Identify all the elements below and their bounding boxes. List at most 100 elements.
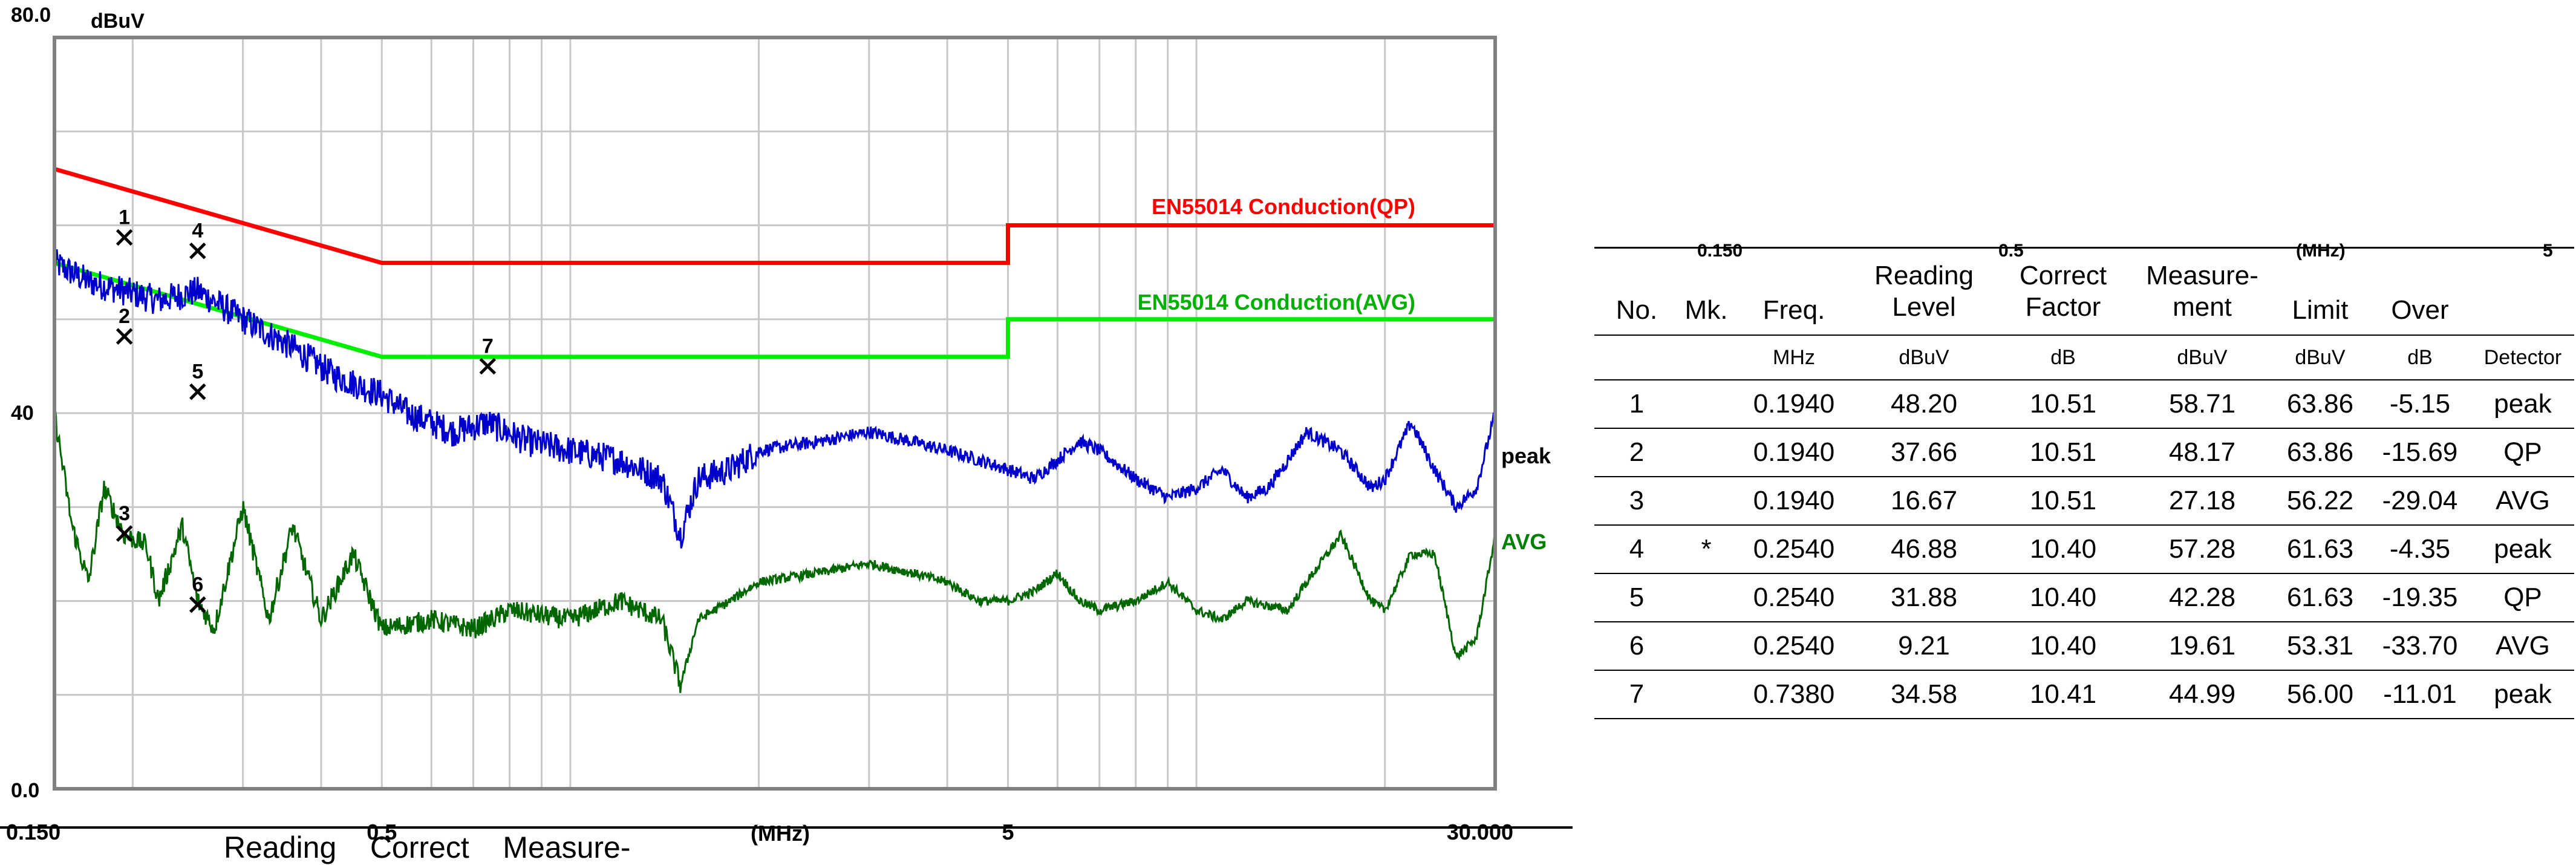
- unit-limit: dBuV: [2272, 335, 2369, 380]
- ghost-tick-3: 5: [2543, 241, 2553, 261]
- y-tick-label: 80.0: [11, 4, 51, 27]
- cell-detector: AVG: [2471, 477, 2574, 526]
- unit-over: dB: [2369, 335, 2471, 380]
- cell-freq: 0.7380: [1733, 670, 1854, 719]
- cell-over: -19.35: [2369, 573, 2471, 622]
- cell-detector: QP: [2471, 428, 2574, 477]
- tick-labels: 80.0 40 0.0 0.150 0.5 5 30.000: [6, 4, 1513, 844]
- col-correct: Correct Factor: [1994, 247, 2133, 335]
- marker-label: 1: [119, 206, 130, 229]
- marker-cross: [116, 328, 133, 345]
- cell-limit: 63.86: [2272, 380, 2369, 429]
- cell-detector: AVG: [2471, 622, 2574, 671]
- results-table-wrap: 0.150 0.5 (MHz) 5 No. Mk. Freq. Reading …: [1594, 241, 2576, 719]
- cell-over: -29.04: [2369, 477, 2471, 526]
- cell-correct: 10.40: [1994, 622, 2133, 671]
- unit-freq: MHz: [1733, 335, 1854, 380]
- unit-row: MHz dBuV dB dBuV dBuV dB Detector: [1594, 335, 2574, 380]
- cell-limit: 61.63: [2272, 525, 2369, 574]
- unit-correct: dB: [1994, 335, 2133, 380]
- marker-label: 3: [119, 502, 130, 525]
- marker-5: 5: [189, 361, 206, 400]
- cell-no: 7: [1594, 670, 1679, 719]
- marker-cross: [116, 525, 133, 542]
- table-row: 3 0.1940 16.67 10.51 27.18 56.22 -29.04 AVG: [1594, 477, 2574, 526]
- col-over: Over: [2369, 247, 2471, 335]
- marker-label: 5: [192, 361, 203, 384]
- cell-detector: peak: [2471, 525, 2574, 574]
- qp-limit-label: EN55014 Conduction(QP): [1152, 194, 1415, 219]
- cell-reading: 46.88: [1854, 525, 1994, 574]
- cell-freq: 0.1940: [1733, 380, 1854, 429]
- marker-7: 7: [479, 335, 497, 375]
- table-row: 5 0.2540 31.88 10.40 42.28 61.63 -19.35 QP: [1594, 573, 2574, 622]
- cell-measure: 42.28: [2133, 573, 2272, 622]
- cell-reading: 48.20: [1854, 380, 1994, 429]
- cell-correct: 10.40: [1994, 573, 2133, 622]
- col-detector: [2471, 247, 2574, 335]
- cell-detector: peak: [2471, 670, 2574, 719]
- cell-measure: 19.61: [2133, 622, 2272, 671]
- cell-no: 6: [1594, 622, 1679, 671]
- cell-over: -4.35: [2369, 525, 2471, 574]
- cell-reading: 31.88: [1854, 573, 1994, 622]
- cell-mk: [1679, 622, 1733, 671]
- col-limit: Limit: [2272, 247, 2369, 335]
- table-row: 4 * 0.2540 46.88 10.40 57.28 61.63 -4.35 peak: [1594, 525, 2574, 574]
- cell-measure: 48.17: [2133, 428, 2272, 477]
- cell-correct: 10.41: [1994, 670, 2133, 719]
- cell-limit: 61.63: [2272, 573, 2369, 622]
- cell-mk: [1679, 477, 1733, 526]
- marker-1: 1: [116, 206, 133, 246]
- cell-reading: 9.21: [1854, 622, 1994, 671]
- col-reading: Reading Level: [1854, 247, 1994, 335]
- cell-measure: 58.71: [2133, 380, 2272, 429]
- x-tick-label: 5: [1002, 820, 1014, 844]
- ghost-tick-2: (MHz): [2296, 241, 2346, 261]
- y-tick-label: 40: [11, 402, 34, 425]
- x-tick-label: 30.000: [1447, 820, 1513, 844]
- cell-no: 5: [1594, 573, 1679, 622]
- series-line-AVG: [53, 409, 1496, 693]
- marker-2: 2: [116, 305, 133, 345]
- marker-cross: [116, 229, 133, 246]
- marker-label: 2: [119, 305, 130, 328]
- cell-limit: 63.86: [2272, 428, 2369, 477]
- table-row: 7 0.7380 34.58 10.41 44.99 56.00 -11.01 peak: [1594, 670, 2574, 719]
- cell-mk: [1679, 428, 1733, 477]
- marker-label: 6: [192, 573, 203, 596]
- cell-no: 3: [1594, 477, 1679, 526]
- cell-correct: 10.51: [1994, 380, 2133, 429]
- cell-reading: 34.58: [1854, 670, 1994, 719]
- marker-label: 7: [482, 335, 494, 358]
- cell-measure: 57.28: [2133, 525, 2272, 574]
- table-row: 1 0.1940 48.20 10.51 58.71 63.86 -5.15 peak: [1594, 380, 2574, 429]
- cell-correct: 10.40: [1994, 525, 2133, 574]
- marker-cross: [479, 357, 497, 375]
- bottom-header-fragment: Reading Correct Measure-: [224, 831, 631, 864]
- cell-mk: [1679, 380, 1733, 429]
- unit-reading: dBuV: [1854, 335, 1994, 380]
- unit-no: [1594, 335, 1679, 380]
- y-unit-label: dBuV: [91, 10, 145, 33]
- cell-correct: 10.51: [1994, 477, 2133, 526]
- cell-limit: 56.00: [2272, 670, 2369, 719]
- ghost-tick-0: 0.150: [1697, 241, 1743, 261]
- header-row: No. Mk. Freq. Reading Level Correct Fact…: [1594, 247, 2574, 335]
- col-measure: Measure- ment: [2133, 247, 2272, 335]
- col-no: No.: [1594, 247, 1679, 335]
- cell-detector: peak: [2471, 380, 2574, 429]
- results-table: No. Mk. Freq. Reading Level Correct Fact…: [1594, 247, 2574, 719]
- cell-correct: 10.51: [1994, 428, 2133, 477]
- limit-lines: [54, 167, 1495, 359]
- markers: 1 2 3 4 5 6 7: [116, 206, 497, 613]
- cell-reading: 16.67: [1854, 477, 1994, 526]
- marker-cross: [189, 596, 206, 613]
- series-lines: [53, 249, 1496, 693]
- cell-limit: 53.31: [2272, 622, 2369, 671]
- marker-3: 3: [116, 502, 133, 542]
- marker-4: 4: [189, 220, 206, 260]
- x-unit-label: (MHz): [751, 821, 810, 846]
- plot-frame: [53, 36, 1497, 791]
- cell-freq: 0.2540: [1733, 573, 1854, 622]
